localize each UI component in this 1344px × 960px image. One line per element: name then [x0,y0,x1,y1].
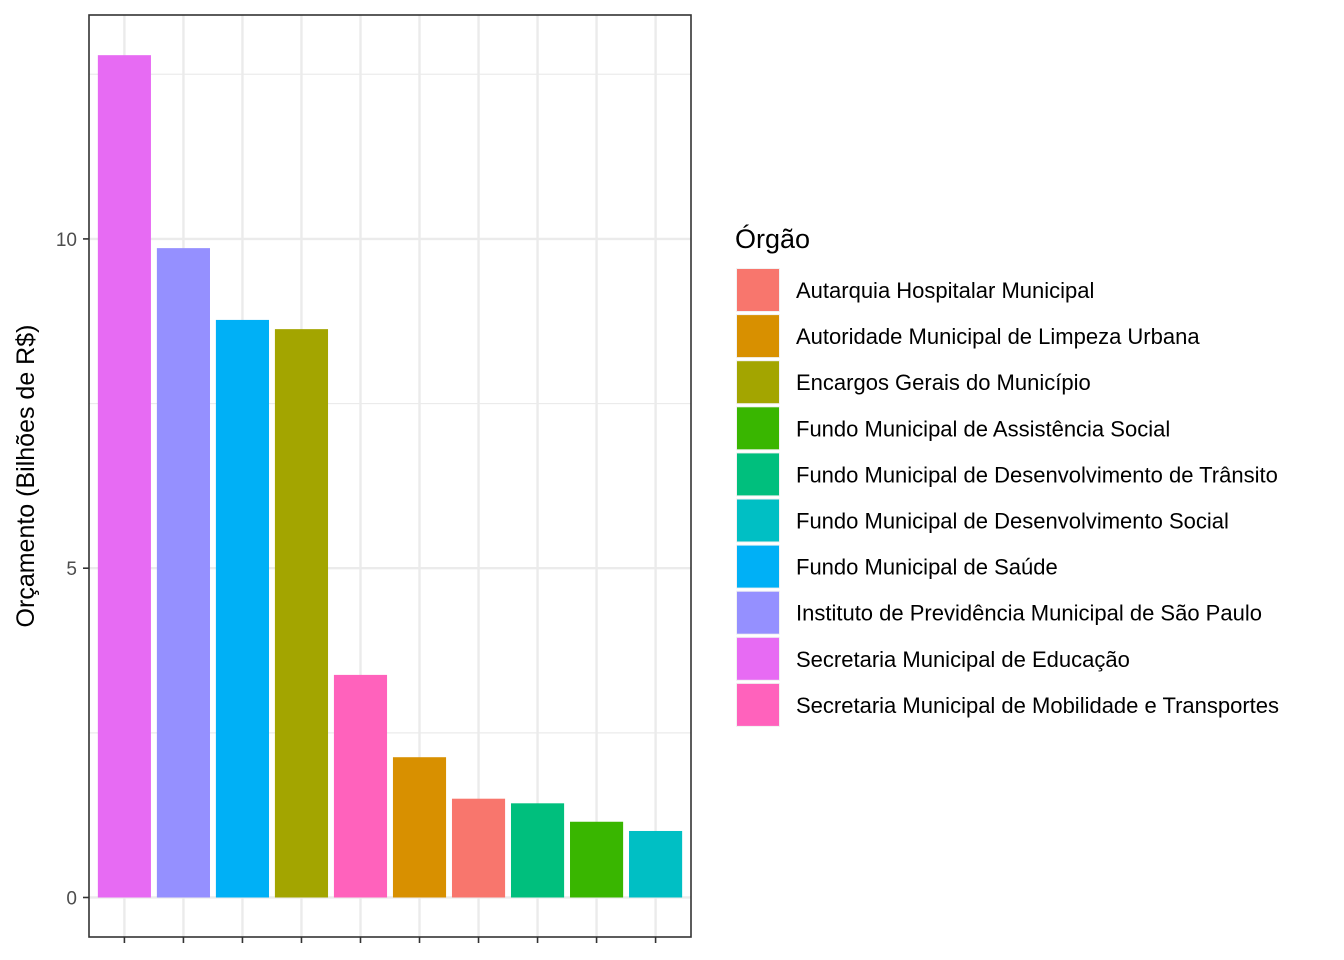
legend-label: Secretaria Municipal de Mobilidade e Tra… [796,693,1279,718]
legend-label: Autarquia Hospitalar Municipal [796,278,1094,303]
legend-label: Fundo Municipal de Assistência Social [796,416,1170,441]
legend-swatch [737,591,779,634]
bar [570,821,624,898]
legend-label: Instituto de Previdência Municipal de Sã… [796,601,1262,626]
bar [215,319,270,898]
bar [333,674,388,898]
legend-label: Fundo Municipal de Desenvolvimento de Tr… [796,462,1278,487]
bar [451,798,506,898]
legend-label: Fundo Municipal de Saúde [796,555,1058,580]
y-axis-title: Orçamento (Bilhões de R$) [12,325,40,628]
bar [274,329,329,898]
legend-label: Encargos Gerais do Município [796,370,1091,395]
legend-swatch [737,269,779,311]
legend-label: Fundo Municipal de Desenvolvimento Socia… [796,509,1229,534]
legend-swatch [737,499,779,542]
legend-label: Secretaria Municipal de Educação [796,647,1130,672]
legend: Órgão Autarquia Hospitalar Municipal Auto… [735,223,1279,727]
plot-panel [88,14,692,943]
y-tick-label: 10 [56,230,77,251]
y-tick-label: 0 [66,888,77,909]
legend-swatch [737,453,779,496]
bar [97,55,151,898]
legend-label: Autoridade Municipal de Limpeza Urbana [796,324,1200,349]
legend-swatch [737,315,779,358]
bar [510,803,565,898]
legend-title: Órgão [735,223,810,254]
bar [392,757,447,898]
legend-swatch [737,407,779,450]
y-tick-label: 5 [66,559,77,580]
bar [629,830,683,898]
legend-swatch [737,637,779,680]
legend-items: Autarquia Hospitalar Municipal Autoridade… [736,268,1279,727]
y-axis: 0 5 10 [56,230,89,909]
legend-swatch [737,683,779,726]
legend-swatch [737,361,779,404]
bar [156,248,210,898]
legend-swatch [737,545,779,588]
panel-border [88,14,692,938]
